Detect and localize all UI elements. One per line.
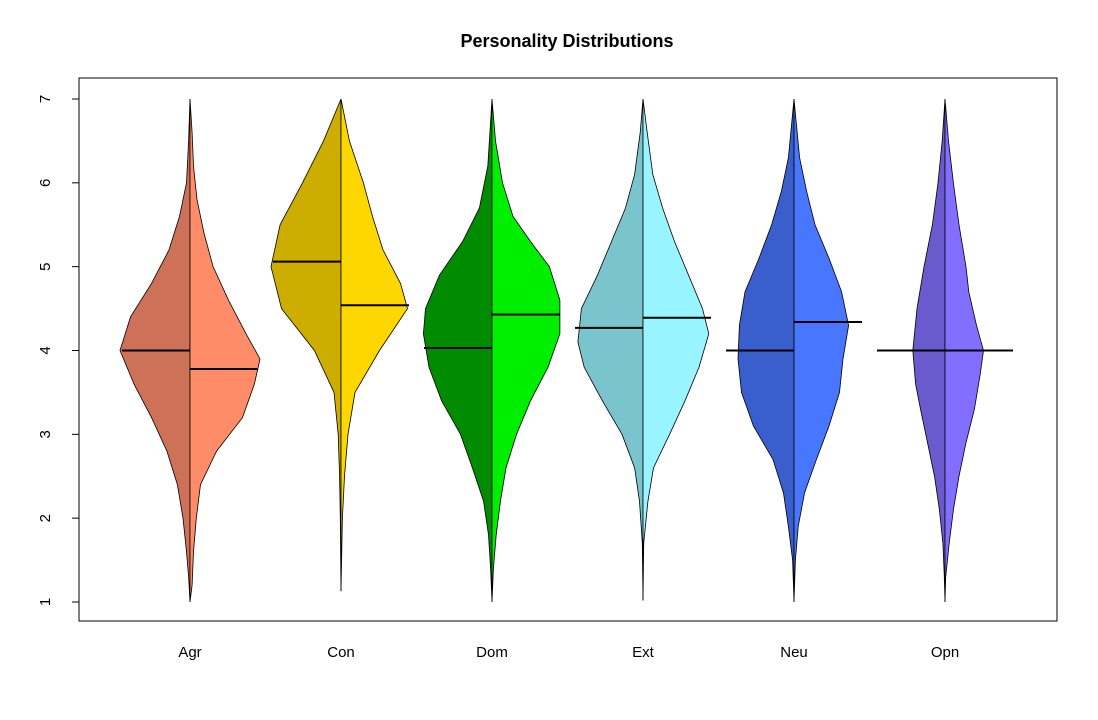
y-tick-label: 1 — [37, 598, 54, 606]
violin-left-half — [270, 98, 342, 592]
y-tick-label: 4 — [37, 346, 54, 354]
violin-opn — [877, 98, 1013, 603]
violin-neu — [726, 98, 862, 603]
violin-right-half — [793, 98, 850, 603]
violin-ext — [575, 98, 711, 601]
y-axis: 1 2 3 4 5 6 7 — [37, 95, 80, 606]
x-tick-label: Con — [327, 644, 355, 661]
chart-title: Personality Distributions — [460, 31, 673, 51]
violins-group — [119, 98, 1013, 603]
violin-dom — [422, 98, 561, 603]
x-tick-label: Ext — [632, 644, 655, 661]
y-tick-label: 6 — [37, 179, 54, 187]
violin-agr — [119, 98, 261, 603]
x-tick-label: Opn — [931, 644, 959, 661]
x-tick-label: Agr — [178, 644, 201, 661]
x-tick-label: Dom — [476, 644, 508, 661]
violin-right-half — [189, 98, 261, 603]
violin-left-half — [422, 98, 493, 603]
y-tick-label: 5 — [37, 262, 54, 270]
violin-right-half — [340, 98, 408, 592]
y-tick-label: 3 — [37, 430, 54, 438]
violin-right-half — [491, 98, 561, 603]
violin-left-half — [577, 98, 644, 601]
x-axis: Agr Con Dom Ext Neu Opn — [178, 644, 959, 661]
violin-right-half — [642, 98, 710, 601]
violin-con — [270, 98, 409, 592]
y-tick-label: 7 — [37, 95, 54, 103]
y-tick-label: 2 — [37, 514, 54, 522]
x-tick-label: Neu — [780, 644, 808, 661]
